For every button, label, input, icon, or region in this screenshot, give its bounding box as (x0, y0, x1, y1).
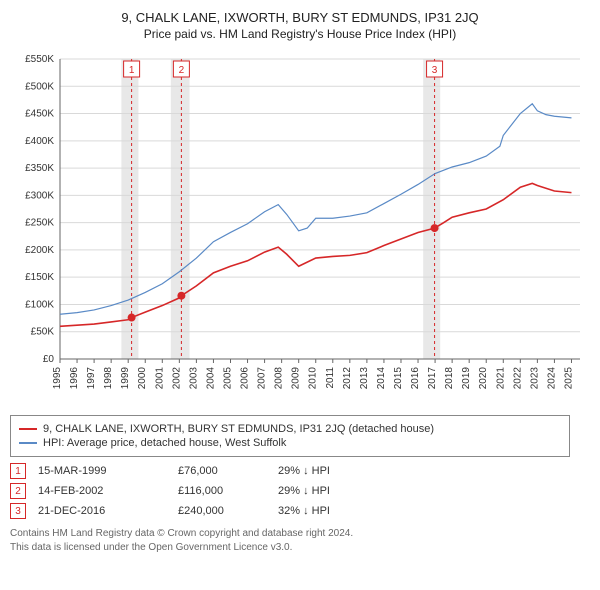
svg-text:2012: 2012 (342, 367, 353, 390)
svg-text:1999: 1999 (120, 367, 131, 390)
transaction-row: 3 21-DEC-2016£240,00032% ↓ HPI (10, 503, 590, 519)
svg-text:2023: 2023 (529, 367, 540, 390)
legend-swatch (19, 428, 37, 430)
svg-text:2004: 2004 (205, 367, 216, 390)
svg-text:2020: 2020 (478, 367, 489, 390)
transaction-badge: 1 (10, 463, 26, 479)
svg-text:£50K: £50K (31, 327, 55, 338)
chart-title-address: 9, CHALK LANE, IXWORTH, BURY ST EDMUNDS,… (10, 10, 590, 25)
transaction-badge: 3 (10, 503, 26, 519)
footnote-line2: This data is licensed under the Open Gov… (10, 542, 292, 553)
svg-text:2024: 2024 (546, 367, 557, 390)
transaction-price: £76,000 (178, 465, 278, 477)
svg-text:2018: 2018 (444, 367, 455, 390)
transactions-table: 1 15-MAR-1999£76,00029% ↓ HPI 2 14-FEB-2002… (10, 463, 590, 519)
svg-text:1997: 1997 (86, 367, 97, 390)
legend-swatch (19, 442, 37, 444)
svg-text:£400K: £400K (25, 136, 54, 147)
svg-text:2016: 2016 (410, 367, 421, 390)
chart-subtitle: Price paid vs. HM Land Registry's House … (10, 27, 590, 41)
svg-text:£150K: £150K (25, 272, 54, 283)
svg-text:£300K: £300K (25, 190, 54, 201)
transaction-badge: 2 (10, 483, 26, 499)
svg-text:2019: 2019 (461, 367, 472, 390)
footnote: Contains HM Land Registry data © Crown c… (10, 527, 590, 554)
svg-text:2007: 2007 (257, 367, 268, 390)
svg-text:2022: 2022 (512, 367, 523, 390)
svg-text:1995: 1995 (52, 367, 63, 390)
svg-text:2009: 2009 (291, 367, 302, 390)
transaction-date: 14-FEB-2002 (38, 485, 178, 497)
svg-text:1: 1 (129, 65, 135, 76)
transaction-diff: 32% ↓ HPI (278, 505, 378, 517)
transaction-date: 15-MAR-1999 (38, 465, 178, 477)
svg-text:£350K: £350K (25, 163, 54, 174)
legend-item: HPI: Average price, detached house, West… (19, 437, 561, 449)
legend-item: 9, CHALK LANE, IXWORTH, BURY ST EDMUNDS,… (19, 423, 561, 435)
svg-text:£0: £0 (43, 354, 55, 365)
price-chart: £0 £50K £100K £150K £200K £250K £300K £350K £400… (10, 49, 590, 409)
transaction-row: 2 14-FEB-2002£116,00029% ↓ HPI (10, 483, 590, 499)
transaction-row: 1 15-MAR-1999£76,00029% ↓ HPI (10, 463, 590, 479)
svg-text:£550K: £550K (25, 54, 54, 65)
svg-text:1998: 1998 (103, 367, 114, 390)
svg-text:£500K: £500K (25, 81, 54, 92)
svg-text:2005: 2005 (222, 367, 233, 390)
svg-text:£200K: £200K (25, 245, 54, 256)
svg-text:2008: 2008 (274, 367, 285, 390)
svg-text:2000: 2000 (137, 367, 148, 390)
svg-text:2001: 2001 (154, 367, 165, 390)
transaction-date: 21-DEC-2016 (38, 505, 178, 517)
svg-text:2025: 2025 (563, 367, 574, 390)
svg-text:1996: 1996 (69, 367, 80, 390)
svg-text:2017: 2017 (427, 367, 438, 390)
legend-label: HPI: Average price, detached house, West… (43, 437, 286, 449)
transaction-diff: 29% ↓ HPI (278, 485, 378, 497)
svg-text:2021: 2021 (495, 367, 506, 390)
svg-text:2002: 2002 (171, 367, 182, 390)
svg-text:2015: 2015 (393, 367, 404, 390)
svg-text:2010: 2010 (308, 367, 319, 390)
svg-text:£450K: £450K (25, 109, 54, 120)
svg-text:2: 2 (179, 65, 185, 76)
svg-text:2014: 2014 (376, 367, 387, 390)
transaction-price: £240,000 (178, 505, 278, 517)
transaction-diff: 29% ↓ HPI (278, 465, 378, 477)
legend-label: 9, CHALK LANE, IXWORTH, BURY ST EDMUNDS,… (43, 423, 434, 435)
svg-text:2013: 2013 (359, 367, 370, 390)
svg-text:2003: 2003 (188, 367, 199, 390)
svg-text:£250K: £250K (25, 218, 54, 229)
svg-text:£100K: £100K (25, 299, 54, 310)
transaction-price: £116,000 (178, 485, 278, 497)
svg-text:3: 3 (432, 65, 438, 76)
footnote-line1: Contains HM Land Registry data © Crown c… (10, 528, 353, 539)
svg-text:2006: 2006 (240, 367, 251, 390)
legend: 9, CHALK LANE, IXWORTH, BURY ST EDMUNDS,… (10, 415, 570, 457)
svg-text:2011: 2011 (325, 367, 336, 389)
